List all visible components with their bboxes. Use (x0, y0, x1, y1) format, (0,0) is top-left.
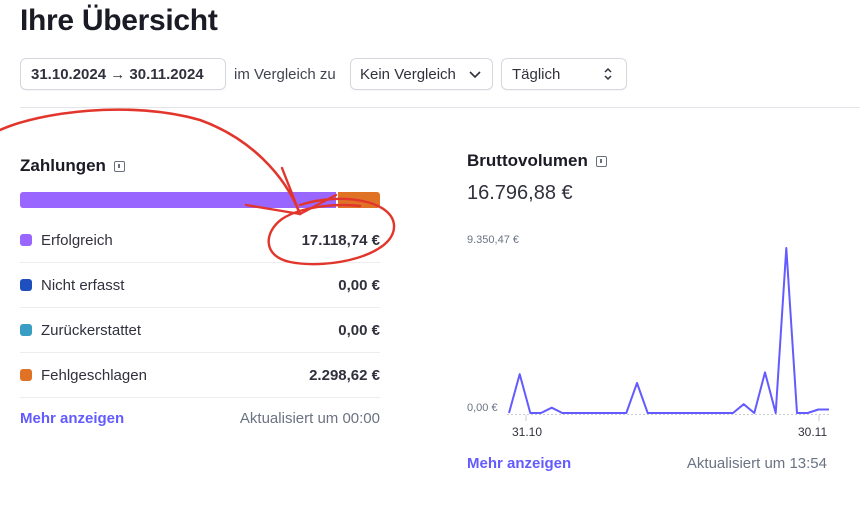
interval-select[interactable]: Täglich (501, 58, 627, 90)
legend-value: 17.118,74 € (301, 231, 380, 249)
compare-select[interactable]: Kein Vergleich (350, 58, 493, 90)
payments-more-link[interactable]: Mehr anzeigen (20, 410, 125, 427)
date-range-label: 31.10.2024 → 30.11.2024 (31, 65, 204, 83)
header-divider (20, 107, 860, 108)
payments-title-text: Zahlungen (20, 156, 106, 175)
legend-label: Erfolgreich (41, 231, 113, 249)
compare-label: im Vergleich zu (234, 66, 336, 83)
legend-value: 2.298,62 € (309, 366, 380, 384)
compare-select-value: Kein Vergleich (360, 65, 456, 83)
gross-volume-title: Bruttovolumen (467, 151, 607, 171)
chevron-down-icon (469, 71, 481, 79)
legend-swatch (20, 234, 32, 246)
legend-label: Nicht erfasst (41, 276, 125, 294)
payments-updated-time: Aktualisiert um 00:00 (239, 410, 380, 427)
x-axis-label-start: 31.10 (512, 425, 542, 439)
payments-stacked-bar (20, 192, 380, 208)
legend-value: 0,00 € (338, 321, 380, 339)
legend-swatch (20, 279, 32, 291)
gross-volume-total: 16.796,88 € (467, 182, 573, 204)
gross-volume-chart: 9.350,47 € 0,00 € 31.10 30.11 (467, 234, 830, 439)
bar-segment-failed (337, 192, 380, 208)
info-icon[interactable] (113, 160, 125, 172)
legend-label: Fehlgeschlagen (41, 366, 147, 384)
legend-swatch (20, 369, 32, 381)
legend-row-successful[interactable]: Erfolgreich 17.118,74 € (20, 218, 380, 263)
info-icon[interactable] (595, 155, 607, 167)
gross-volume-title-text: Bruttovolumen (467, 151, 588, 170)
legend-row-uncaptured[interactable]: Nicht erfasst 0,00 € (20, 263, 380, 308)
date-range-picker[interactable]: 31.10.2024 → 30.11.2024 (20, 58, 226, 90)
x-axis-label-end: 30.11 (798, 425, 827, 439)
y-axis-min-label: 0,00 € (467, 402, 498, 414)
series-line (508, 247, 829, 414)
y-axis-max-label: 9.350,47 € (467, 234, 519, 246)
gross-volume-updated-time: Aktualisiert um 13:54 (686, 455, 827, 472)
gross-volume-more-link[interactable]: Mehr anzeigen (467, 455, 572, 472)
legend-label: Zurückerstattet (41, 321, 142, 339)
chevron-updown-icon (604, 67, 612, 81)
legend-swatch (20, 324, 32, 336)
interval-select-value: Täglich (512, 65, 561, 83)
page-title: Ihre Übersicht (20, 4, 218, 37)
payments-title: Zahlungen (20, 156, 125, 176)
legend-row-refunded[interactable]: Zurückerstattet 0,00 € (20, 308, 380, 353)
legend-row-failed[interactable]: Fehlgeschlagen 2.298,62 € (20, 353, 380, 398)
bar-segment-successful (20, 192, 336, 208)
legend-value: 0,00 € (338, 276, 380, 294)
